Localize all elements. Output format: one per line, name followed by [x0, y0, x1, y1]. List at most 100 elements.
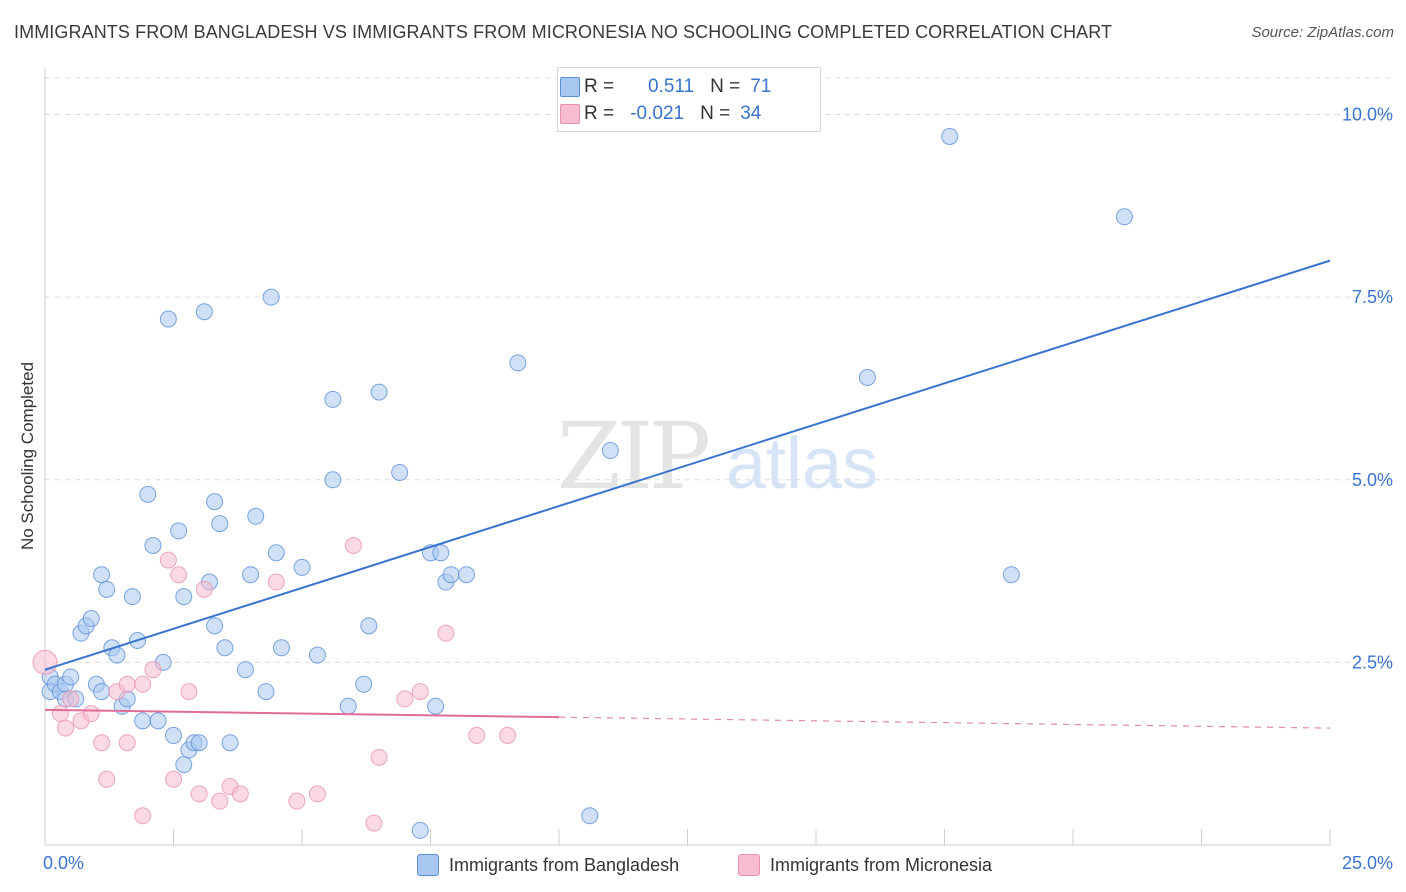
bangladesh-point	[272, 639, 290, 657]
legend-n-value: 34	[740, 103, 762, 124]
bangladesh-point	[190, 734, 208, 752]
bangladesh-point	[159, 310, 177, 328]
y-tick-label: 5.0%	[1352, 470, 1393, 490]
source-credit: Source: ZipAtlas.com	[1251, 24, 1394, 41]
micronesia-point	[499, 726, 517, 744]
bangladesh-point	[98, 580, 116, 598]
bangladesh-point	[1115, 208, 1133, 226]
bangladesh-point	[360, 617, 378, 635]
bangladesh-point	[858, 368, 876, 386]
bangladesh-point	[236, 661, 254, 679]
bangladesh-point	[123, 588, 141, 606]
bangladesh-point	[308, 646, 326, 664]
legend-n-label: N =	[700, 103, 731, 124]
micronesia-point	[211, 792, 229, 810]
micronesia-point	[437, 624, 455, 642]
bangladesh-point	[262, 288, 280, 306]
micronesia-point	[144, 661, 162, 679]
bangladesh-point	[144, 537, 162, 555]
legend-label-micronesia: Immigrants from Micronesia	[770, 854, 993, 875]
bangladesh-point	[170, 522, 188, 540]
bangladesh-point	[324, 471, 342, 489]
legend-swatch-bangladesh	[560, 77, 580, 97]
micronesia-point	[170, 566, 188, 584]
micronesia-point	[370, 748, 388, 766]
bangladesh-point	[62, 668, 80, 686]
micronesia-point	[51, 705, 69, 723]
micronesia-point	[396, 690, 414, 708]
bangladesh-point	[134, 712, 152, 730]
legend-r-value: 0.511	[647, 76, 695, 97]
bottom-legend-micronesia: Immigrants from Micronesia	[738, 851, 992, 879]
y-tick-label: 7.5%	[1352, 287, 1393, 307]
legend-label-bangladesh: Immigrants from Bangladesh	[449, 854, 680, 875]
micronesia-point	[288, 792, 306, 810]
bangladesh-point	[93, 566, 111, 584]
micronesia-point	[190, 785, 208, 803]
bangladesh-point	[267, 544, 285, 562]
micronesia-point	[308, 785, 326, 803]
y-tick-label: 2.5%	[1352, 652, 1393, 672]
micronesia-point	[180, 683, 198, 701]
micronesia-point	[231, 785, 249, 803]
bangladesh-point	[411, 821, 429, 839]
stats-legend: R = 0.511 N = 71 R = -0.021 N = 34	[557, 67, 821, 132]
bangladesh-point	[247, 507, 265, 525]
watermark-zip: ZIP	[557, 403, 708, 510]
bangladesh-trend-line	[44, 259, 1331, 671]
bangladesh-point	[355, 675, 373, 693]
bangladesh-point	[206, 493, 224, 511]
micronesia-trend-line	[44, 708, 560, 719]
bangladesh-point	[93, 683, 111, 701]
micronesia-point	[165, 770, 182, 788]
legend-swatch-micronesia	[560, 104, 580, 124]
legend-r-value: -0.021	[630, 103, 685, 124]
bangladesh-point	[221, 734, 239, 752]
bangladesh-point	[211, 515, 229, 533]
bangladesh-point	[82, 610, 100, 628]
micronesia-point	[118, 734, 136, 752]
bangladesh-point	[139, 485, 157, 503]
bangladesh-point	[581, 807, 599, 825]
micronesia-point	[134, 807, 152, 825]
micronesia-point	[411, 683, 429, 701]
bangladesh-point	[370, 383, 388, 401]
bangladesh-point	[1002, 566, 1020, 584]
micronesia-point	[98, 770, 116, 788]
bangladesh-point	[195, 303, 213, 321]
legend-n-label: N =	[710, 76, 741, 97]
legend-row-bangladesh: R = 0.511 N = 71	[560, 74, 772, 100]
micronesia-trend-extension	[558, 716, 1331, 729]
x-tick-label: 0.0%	[43, 853, 84, 873]
bangladesh-point	[175, 756, 193, 774]
micronesia-point	[344, 537, 362, 555]
micronesia-point	[365, 814, 383, 832]
bangladesh-point	[175, 588, 193, 606]
x-tick-label: 25.0%	[1342, 853, 1393, 873]
micronesia-point	[195, 580, 213, 598]
bangladesh-point	[324, 390, 342, 408]
legend-r-label: R =	[584, 76, 615, 97]
bangladesh-point	[293, 558, 311, 576]
bangladesh-point	[242, 566, 260, 584]
bangladesh-point	[206, 617, 224, 635]
chart-title: IMMIGRANTS FROM BANGLADESH VS IMMIGRANTS…	[14, 22, 1113, 42]
bangladesh-point	[216, 639, 234, 657]
legend-r-label: R =	[584, 103, 615, 124]
bangladesh-point	[339, 697, 357, 715]
micronesia-point	[93, 734, 111, 752]
micronesia-point	[118, 675, 136, 693]
bangladesh-point	[427, 697, 445, 715]
watermark-atlas: atlas	[726, 424, 878, 504]
bangladesh-point	[601, 442, 619, 460]
micronesia-point	[468, 726, 486, 744]
micronesia-point	[32, 649, 58, 675]
micronesia-point	[159, 551, 177, 569]
bangladesh-point	[442, 566, 460, 584]
micronesia-point	[134, 675, 152, 693]
bangladesh-point	[391, 463, 409, 481]
legend-n-value: 71	[750, 76, 772, 97]
micronesia-point	[267, 573, 285, 591]
y-tick-label: 10.0%	[1342, 105, 1393, 125]
